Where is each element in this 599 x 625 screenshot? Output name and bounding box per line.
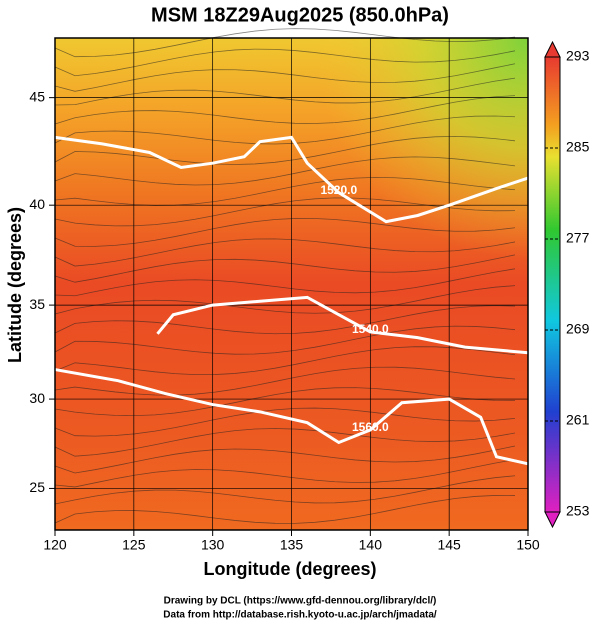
streamline — [54, 197, 516, 227]
streamline — [54, 495, 516, 524]
streamline — [54, 254, 516, 283]
streamline — [54, 176, 516, 206]
streamline — [54, 238, 516, 267]
height-contour — [156, 295, 529, 355]
colorbar-max-arrow — [544, 40, 561, 58]
streamline — [54, 387, 516, 417]
colorbar — [544, 56, 561, 513]
colorbar-tick-label: 293 — [566, 48, 590, 64]
x-tick-label: 140 — [359, 537, 383, 553]
streamline — [54, 136, 516, 165]
x-tick-label: 150 — [516, 537, 540, 553]
y-tick-label: 40 — [29, 196, 45, 212]
contour-label: 1540.0 — [352, 322, 389, 336]
x-tick-label: 135 — [280, 537, 304, 553]
streamline — [54, 475, 516, 505]
colorbar-min-arrow — [544, 511, 561, 529]
height-contour — [54, 135, 529, 224]
contour-label: 1560.0 — [352, 420, 389, 434]
x-axis-label: Longitude (degrees) — [203, 559, 376, 579]
y-tick-label: 45 — [29, 88, 45, 104]
streamline — [54, 95, 516, 125]
streamline — [54, 459, 516, 488]
streamline — [54, 63, 516, 92]
contour-label: 1520.0 — [320, 183, 357, 197]
streamline — [54, 366, 516, 396]
streamline — [54, 268, 516, 297]
colorbar-tick-label: 253 — [566, 503, 590, 519]
footer-line: Data from http://database.rish.kyoto-u.a… — [163, 610, 437, 621]
streamline — [54, 445, 516, 474]
streamline — [54, 156, 516, 186]
streamline — [54, 28, 516, 58]
colorbar-tick-label: 285 — [566, 139, 590, 155]
title: MSM 18Z29Aug2025 (850.0hPa) — [151, 4, 449, 26]
plot-frame — [54, 37, 529, 531]
streamline — [54, 115, 516, 145]
streamline — [54, 407, 516, 437]
y-axis-label: Latitude (degrees) — [5, 207, 25, 363]
y-tick-label: 35 — [29, 296, 45, 312]
streamline — [54, 48, 516, 77]
x-tick-label: 130 — [201, 537, 225, 553]
x-tick-label: 145 — [437, 537, 461, 553]
streamline — [54, 77, 516, 106]
x-tick-label: 125 — [122, 537, 146, 553]
streamline — [54, 285, 516, 315]
streamline — [54, 346, 516, 375]
height-contour — [54, 368, 529, 466]
y-tick-label: 25 — [29, 479, 45, 495]
y-tick-label: 30 — [29, 390, 45, 406]
streamline — [54, 428, 516, 457]
colorbar-tick-label: 277 — [566, 230, 590, 246]
streamline — [54, 218, 516, 247]
x-tick-label: 120 — [43, 537, 67, 553]
colorbar-tick-label: 261 — [566, 412, 590, 428]
footer-line: Drawing by DCL (https://www.gfd-dennou.o… — [164, 596, 437, 607]
streamline — [54, 325, 516, 355]
streamlines — [54, 28, 516, 524]
streamline — [54, 305, 516, 335]
colorbar-tick-label: 269 — [566, 321, 590, 337]
